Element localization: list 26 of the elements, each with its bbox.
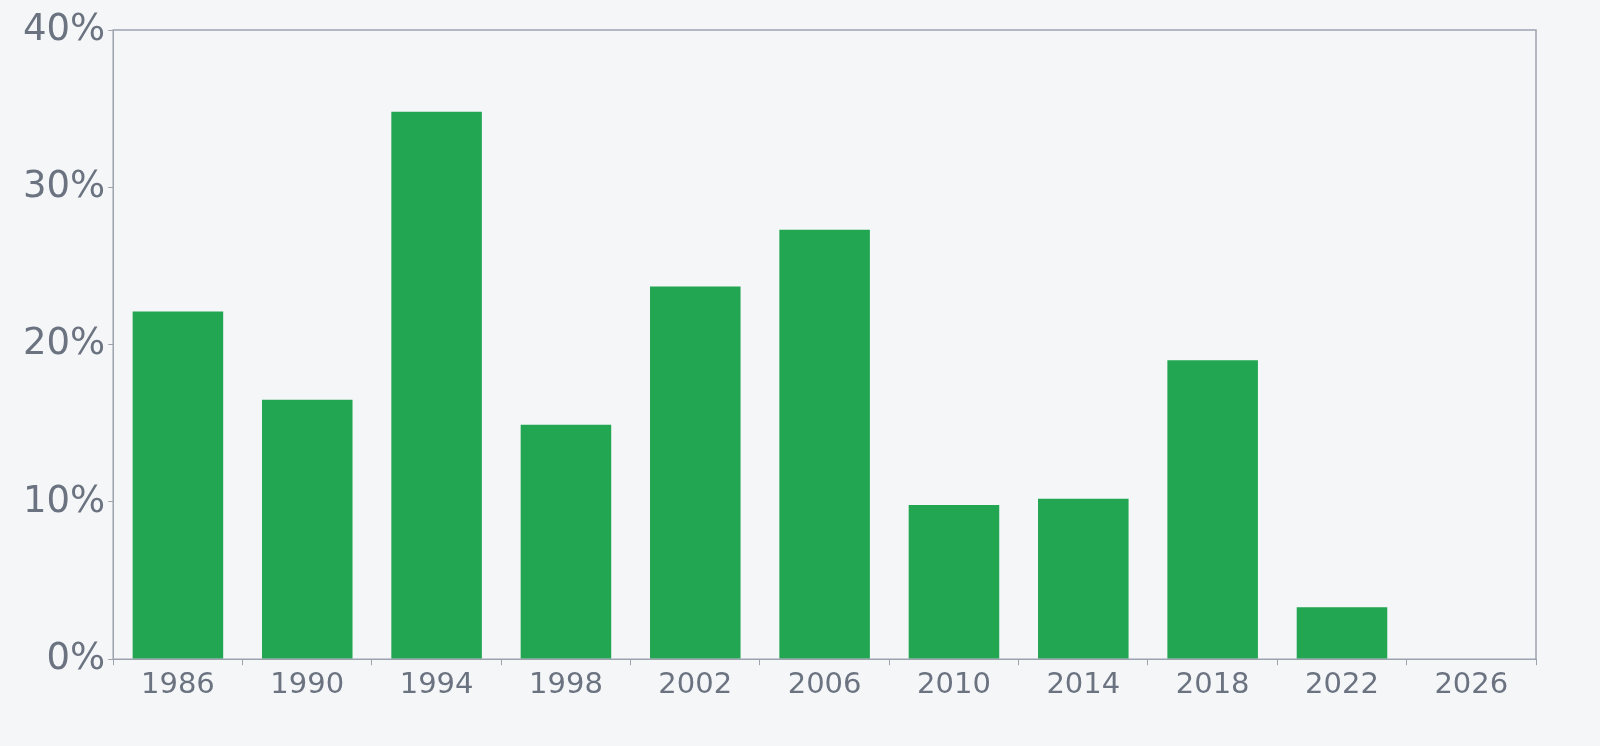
bar [650,286,741,659]
x-tick-label: 1986 [141,666,215,701]
bar [1296,607,1388,659]
bar [1167,360,1258,659]
x-tick-label: 2014 [1046,666,1121,701]
y-tick-label: 30% [22,162,106,206]
bar [1038,498,1129,659]
x-tick-label: 2022 [1305,666,1379,701]
x-tick-label: 1998 [529,666,603,701]
bar [391,111,482,659]
x-tick-label: 2002 [658,666,733,701]
bar [520,424,612,659]
x-tick-label: 1994 [399,666,474,701]
y-tick-label: 20% [22,320,106,364]
bar [908,505,1000,659]
x-tick-label: 2010 [917,666,991,701]
y-tick-label: 0% [46,634,106,678]
x-tick-label: 2018 [1175,666,1250,701]
bar [261,399,353,659]
y-tick-label: 10% [22,477,106,521]
y-tick-label: 40% [22,5,106,49]
x-tick-label: 2006 [787,666,862,701]
x-tick-label: 1990 [270,666,345,701]
x-tick-label: 2026 [1434,666,1509,701]
bar [779,229,870,659]
bar [132,311,224,659]
